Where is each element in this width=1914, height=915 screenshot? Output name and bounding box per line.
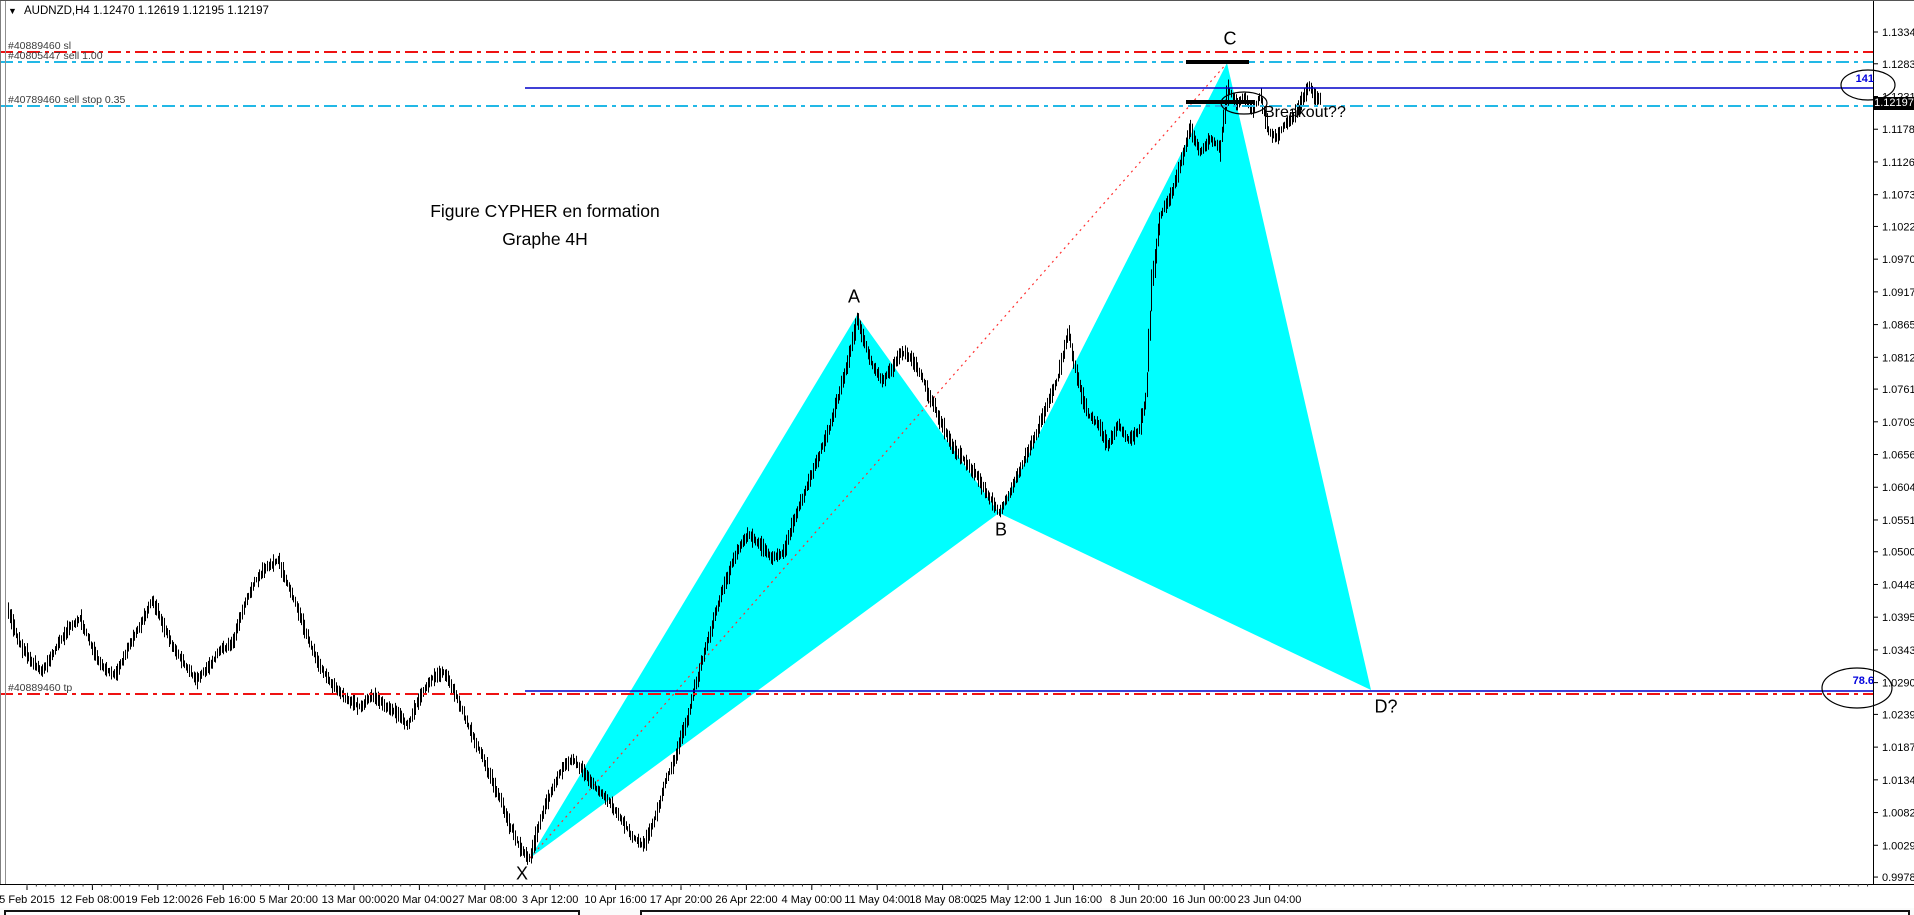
time-tick-label: 8 Jun 20:00 bbox=[1110, 894, 1168, 906]
time-tick-label: 18 May 08:00 bbox=[909, 894, 976, 906]
cypher-triangle bbox=[999, 63, 1371, 690]
time-tick-label: 12 Feb 08:00 bbox=[60, 894, 125, 906]
breakout-annotation: Breakout?? bbox=[1264, 104, 1346, 121]
time-tick-label: 3 Apr 12:00 bbox=[522, 894, 578, 906]
time-tick-label: 1 Jun 16:00 bbox=[1045, 894, 1103, 906]
price-tick-label: 1.13345 bbox=[1882, 27, 1914, 39]
price-tick-label: 1.07090 bbox=[1882, 417, 1914, 429]
price-tick-label: 1.08125 bbox=[1882, 352, 1914, 364]
figure-annotation: Figure CYPHER en formation Graphe 4H bbox=[335, 197, 755, 253]
symbol-dropdown-icon[interactable]: ▼ bbox=[8, 6, 17, 16]
price-tick-label: 1.03430 bbox=[1882, 645, 1914, 657]
price-tick-label: 1.03955 bbox=[1882, 612, 1914, 624]
price-tick-label: 1.10225 bbox=[1882, 221, 1914, 233]
pattern-point-label-D: D? bbox=[1374, 696, 1398, 717]
price-tick-label: 1.12835 bbox=[1882, 59, 1914, 71]
time-tick-label: 26 Feb 16:00 bbox=[191, 894, 256, 906]
price-tick-label: 1.09175 bbox=[1882, 287, 1914, 299]
time-tick-label: 25 May 12:00 bbox=[975, 894, 1042, 906]
price-tick-label: 1.02395 bbox=[1882, 709, 1914, 721]
time-tick-label: 27 Mar 08:00 bbox=[452, 894, 517, 906]
price-tick-label: 1.11260 bbox=[1882, 157, 1914, 169]
current-price-box: 1.12197 bbox=[1874, 97, 1914, 110]
price-tick-label: 1.09700 bbox=[1882, 254, 1914, 266]
order-label: #40789460 sell stop 0.35 bbox=[8, 94, 126, 106]
pattern-point-label-C: C bbox=[1223, 28, 1237, 49]
price-tick-label: 1.02905 bbox=[1882, 678, 1914, 690]
price-tick-label: 1.00295 bbox=[1882, 840, 1914, 852]
time-tick-label: 20 Mar 04:00 bbox=[387, 894, 452, 906]
price-tick-label: 1.08650 bbox=[1882, 320, 1914, 332]
pattern-point-label-B: B bbox=[994, 519, 1008, 540]
time-tick-label: 5 Feb 2015 bbox=[0, 894, 55, 906]
fib141-ellipse bbox=[1840, 69, 1896, 101]
chart-tab[interactable] bbox=[640, 910, 1910, 915]
fib-extension-141-label: 141 bbox=[1855, 73, 1874, 85]
time-tick-label: 16 Jun 00:00 bbox=[1172, 894, 1236, 906]
fib786-ellipse bbox=[1821, 667, 1893, 709]
order-label: #40805447 sell 1.00 bbox=[8, 50, 103, 62]
time-tick-label: 4 May 00:00 bbox=[782, 894, 843, 906]
price-tick-label: 1.11785 bbox=[1882, 124, 1914, 136]
ohlc-bars bbox=[8, 79, 1321, 865]
price-tick-label: 1.04480 bbox=[1882, 579, 1914, 591]
order-label: #40889460 sl bbox=[8, 40, 72, 52]
resistance-mark bbox=[1186, 60, 1249, 64]
price-tick-label: 1.10735 bbox=[1882, 190, 1914, 202]
time-tick-label: 11 May 04:00 bbox=[844, 894, 910, 906]
price-tick-label: 1.05515 bbox=[1882, 515, 1914, 527]
breakout-ellipse bbox=[1220, 91, 1268, 115]
time-tick-label: 5 Mar 20:00 bbox=[259, 894, 318, 906]
price-tick-label: 1.06565 bbox=[1882, 450, 1914, 462]
time-tick-label: 23 Jun 04:00 bbox=[1238, 894, 1302, 906]
figure-annotation-line2: Graphe 4H bbox=[502, 229, 588, 249]
price-tick-label: 1.06040 bbox=[1882, 482, 1914, 494]
price-tick-label: 1.00820 bbox=[1882, 808, 1914, 820]
cypher-triangle bbox=[530, 315, 999, 858]
time-tick-label: 19 Feb 12:00 bbox=[125, 894, 190, 906]
time-tick-label: 17 Apr 20:00 bbox=[650, 894, 712, 906]
time-tick-label: 10 Apr 16:00 bbox=[584, 894, 646, 906]
time-tick-label: 26 Apr 22:00 bbox=[715, 894, 777, 906]
symbol-info: AUDNZD,H4 1.12470 1.12619 1.12195 1.1219… bbox=[24, 5, 269, 17]
window-bottom-edge bbox=[0, 908, 1914, 915]
pattern-point-label-A: A bbox=[847, 286, 861, 307]
time-tick-label: 13 Mar 00:00 bbox=[322, 894, 387, 906]
price-tick-label: 1.05005 bbox=[1882, 547, 1914, 559]
price-tick-label: 1.07615 bbox=[1882, 384, 1914, 396]
order-label: #40889460 tp bbox=[8, 682, 73, 694]
figure-annotation-line1: Figure CYPHER en formation bbox=[430, 201, 660, 221]
price-tick-label: 1.01870 bbox=[1882, 742, 1914, 754]
xc-trendline bbox=[529, 62, 1228, 859]
chart-tab[interactable] bbox=[4, 910, 580, 915]
price-tick-label: 1.01345 bbox=[1882, 775, 1914, 787]
fib-retracement-786-label: 78.6 bbox=[1852, 675, 1874, 687]
pattern-point-label-X: X bbox=[515, 863, 529, 884]
